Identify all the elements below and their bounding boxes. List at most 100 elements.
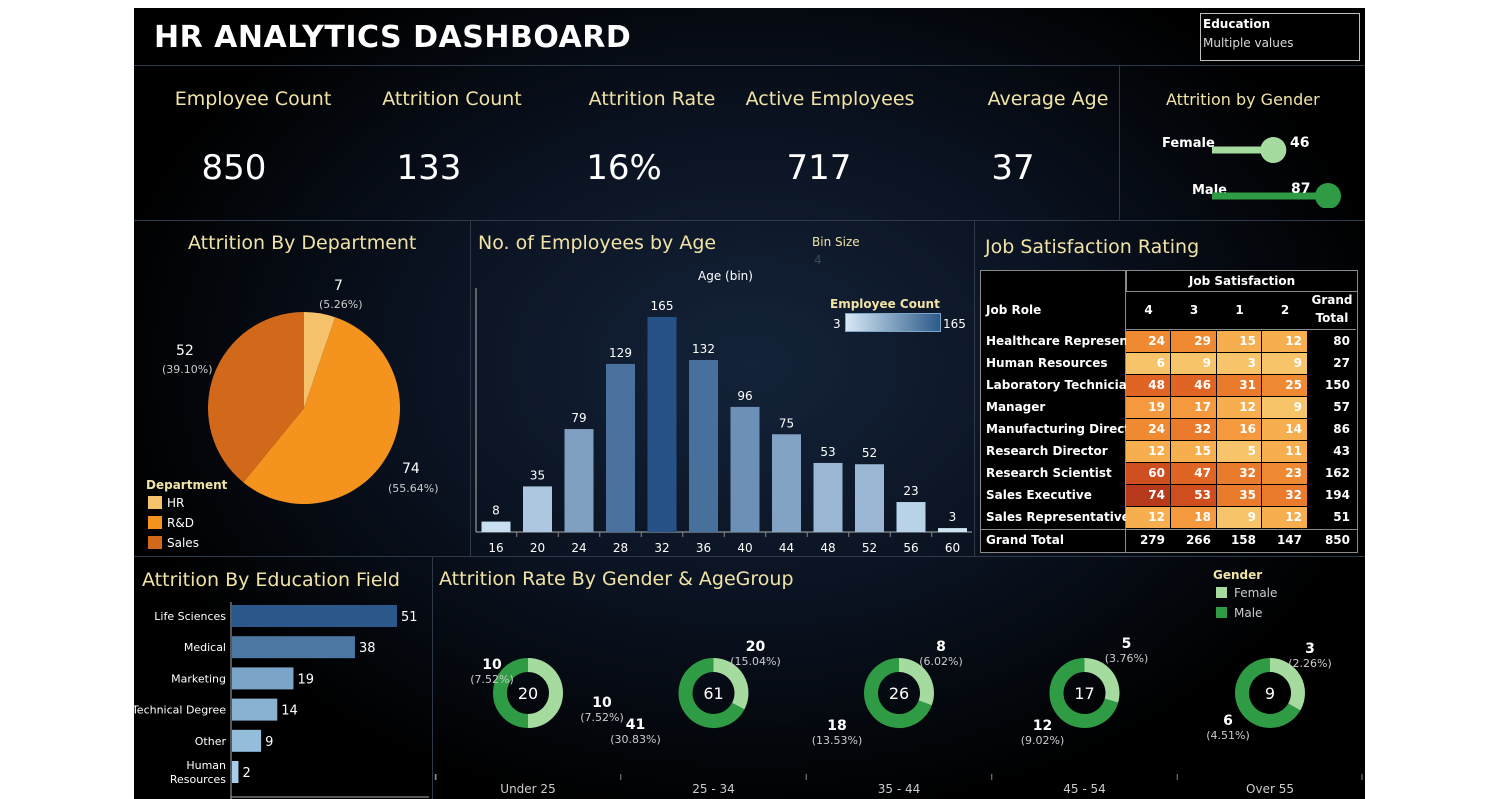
donut-total: 61 — [703, 684, 723, 703]
heatmap-cell[interactable]: 9 — [1262, 353, 1307, 374]
legend-swatch-rd — [148, 516, 162, 529]
heatmap-cell[interactable]: 23 — [1262, 463, 1307, 484]
heatmap-cell[interactable]: 24 — [1126, 331, 1170, 352]
education-bar-value: 19 — [297, 672, 314, 687]
age-tick-label: 28 — [613, 541, 628, 555]
heatmap-cell[interactable]: 12 — [1126, 507, 1170, 528]
pie-slice-hr[interactable] — [304, 312, 336, 408]
heatmap-cell[interactable]: 9 — [1171, 353, 1216, 374]
heatmap-cell[interactable]: 18 — [1171, 507, 1216, 528]
filter-value[interactable]: Multiple values — [1203, 36, 1294, 50]
heatmap-cell[interactable]: 15 — [1217, 331, 1261, 352]
donut-male-arc[interactable] — [493, 658, 529, 728]
age-bar[interactable] — [606, 363, 635, 532]
heatmap-cell[interactable]: 19 — [1126, 397, 1170, 418]
heatmap-cell[interactable]: 53 — [1171, 485, 1216, 506]
heatmap-cell[interactable]: 48 — [1126, 375, 1170, 396]
heatmap-cell[interactable]: 11 — [1262, 441, 1307, 462]
donut-female-arc[interactable] — [898, 658, 934, 706]
heatmap-cell[interactable]: 32 — [1217, 463, 1261, 484]
heatmap-cell[interactable]: 32 — [1171, 419, 1216, 440]
age-tick-label: 44 — [779, 541, 794, 555]
age-bar[interactable] — [689, 360, 718, 532]
donut-female-arc[interactable] — [713, 658, 749, 710]
heatmap-cell[interactable]: 15 — [1171, 441, 1216, 462]
education-bar[interactable] — [232, 729, 262, 752]
education-bar-label: Other — [195, 735, 227, 748]
pie-slice-sales[interactable] — [208, 312, 304, 483]
age-tick-label: 16 — [488, 541, 503, 555]
heatmap-cell[interactable]: 24 — [1126, 419, 1170, 440]
table-row: Research Director 12 15 5 11 43 — [981, 441, 1357, 463]
col-header-4: 4 — [1144, 303, 1153, 317]
age-bar[interactable] — [647, 317, 677, 532]
donut-female-arc[interactable] — [527, 658, 563, 728]
donut-male-arc[interactable] — [1049, 658, 1119, 728]
heatmap-cell[interactable]: 12 — [1262, 331, 1307, 352]
heatmap-cell[interactable]: 9 — [1217, 507, 1261, 528]
education-bar[interactable] — [232, 761, 239, 783]
age-bar[interactable] — [730, 406, 760, 532]
age-tick-label: 48 — [820, 541, 835, 555]
table-row: Manager 19 17 12 9 57 — [981, 397, 1357, 419]
heatmap-cell[interactable]: 9 — [1262, 397, 1307, 418]
donut-male-arc[interactable] — [864, 658, 932, 728]
heatmap-cell[interactable]: 6 — [1126, 353, 1170, 374]
heatmap-cell[interactable]: 29 — [1171, 331, 1216, 352]
age-group-axis-label: Over 55 — [1246, 782, 1294, 796]
age-bar[interactable] — [855, 464, 884, 532]
heatmap-cell[interactable]: 47 — [1171, 463, 1216, 484]
age-bar[interactable] — [523, 486, 552, 532]
education-bar-label: Technical Degree — [134, 704, 226, 717]
donut-female-arc[interactable] — [1269, 658, 1305, 711]
age-tick-label: 36 — [696, 541, 711, 555]
age-bar[interactable] — [564, 429, 594, 532]
donut-male-arc[interactable] — [1235, 658, 1301, 728]
heatmap-cell[interactable]: 60 — [1126, 463, 1170, 484]
education-filter[interactable]: Education Multiple values — [1200, 13, 1360, 61]
donut-female-arc[interactable] — [1084, 658, 1120, 703]
heatmap-cell[interactable]: 17 — [1171, 397, 1216, 418]
gender-dot-female[interactable] — [1260, 137, 1287, 163]
job-role-label: Research Director — [986, 444, 1108, 458]
heatmap-cell[interactable]: 31 — [1217, 375, 1261, 396]
age-tick-label: 20 — [530, 541, 545, 555]
heatmap-cell[interactable]: 25 — [1262, 375, 1307, 396]
heatmap-cell[interactable]: 32 — [1262, 485, 1307, 506]
donut-male-label: 41 (30.83%) — [610, 717, 661, 746]
age-bar[interactable] — [481, 521, 511, 532]
donut-male-arc[interactable] — [678, 658, 745, 728]
heatmap-cell[interactable]: 46 — [1171, 375, 1216, 396]
job-role-label: Laboratory Technician — [986, 378, 1136, 392]
age-bar[interactable] — [896, 502, 926, 532]
heatmap-cell[interactable]: 74 — [1126, 485, 1170, 506]
job-satisfaction-table: Job Satisfaction Job Role 4 3 1 2 Grand … — [980, 270, 1358, 553]
heatmap-cell[interactable]: 12 — [1217, 397, 1261, 418]
heatmap-cell[interactable]: 16 — [1217, 419, 1261, 440]
legend-label-hr: HR — [167, 496, 185, 510]
education-bar[interactable] — [232, 636, 355, 659]
heatmap-cell[interactable]: 12 — [1262, 507, 1307, 528]
education-bar[interactable] — [232, 605, 397, 627]
pie-slice-rd[interactable] — [243, 317, 400, 504]
job-role-label: Manager — [986, 400, 1046, 414]
table-row: Research Scientist 60 47 32 23 162 — [981, 463, 1357, 485]
bin-size-value[interactable]: 4 — [814, 253, 822, 267]
legend-swatch-hr — [148, 496, 162, 509]
heatmap-cell[interactable]: 12 — [1126, 441, 1170, 462]
age-bar[interactable] — [938, 528, 967, 532]
heatmap-cell[interactable]: 35 — [1217, 485, 1261, 506]
age-bar-chart: 8 16 35 20 79 24 129 28 165 32 132 36 96 40 75 44 53 48 52… — [475, 288, 972, 555]
row-total-cell: 162 — [1324, 466, 1350, 480]
education-bar[interactable] — [232, 667, 294, 690]
heatmap-cell[interactable]: 5 — [1217, 441, 1261, 462]
gender-dot-male[interactable] — [1315, 183, 1341, 208]
age-bar-value: 132 — [692, 342, 715, 356]
age-bar[interactable] — [772, 434, 801, 532]
education-bar[interactable] — [232, 698, 278, 721]
education-bar-value: 38 — [359, 641, 376, 656]
age-bar[interactable] — [813, 462, 843, 532]
heatmap-cell[interactable]: 14 — [1262, 419, 1307, 440]
heatmap-cell[interactable]: 3 — [1217, 353, 1261, 374]
job-role-label: Human Resources — [986, 356, 1108, 370]
